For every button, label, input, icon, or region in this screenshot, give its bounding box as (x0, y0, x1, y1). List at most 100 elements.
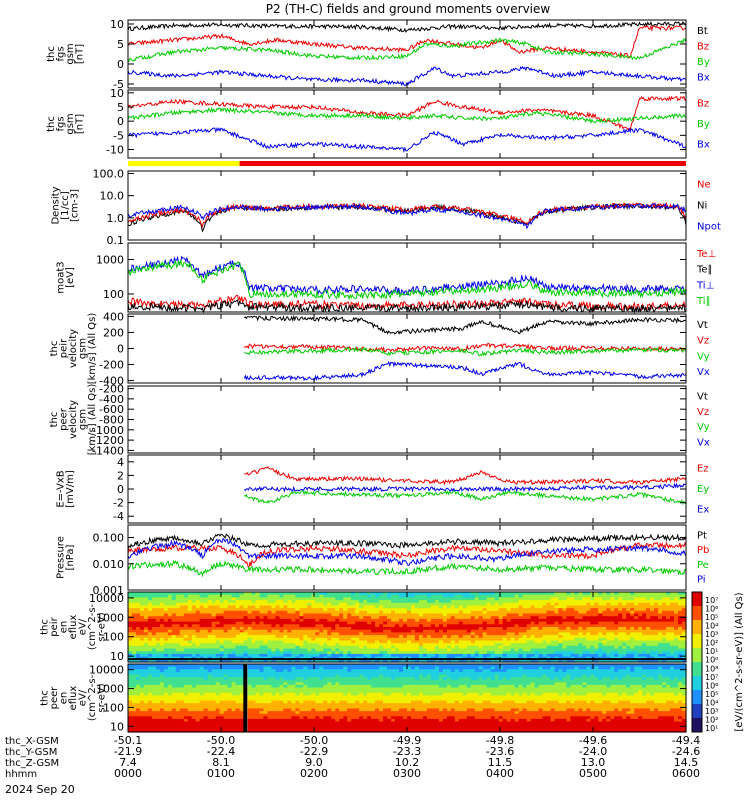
spec-cell (578, 608, 583, 612)
spec-cell (207, 679, 213, 683)
spec-cell (590, 610, 595, 615)
spec-cell (143, 687, 149, 691)
spec-cell (143, 592, 149, 596)
spec-cell (618, 600, 623, 604)
spec-cell (219, 721, 225, 725)
spec-cell (450, 600, 456, 604)
spec-cell (223, 666, 229, 670)
spec-cell (259, 643, 265, 647)
spec-cell (283, 698, 288, 702)
spec-cell (183, 705, 189, 709)
spec-cell (562, 643, 567, 647)
spec-cell (574, 645, 579, 650)
spec-cell (219, 632, 225, 636)
spec-cell (251, 684, 257, 689)
spec-cell (466, 659, 472, 663)
spec-cell (518, 592, 524, 596)
spec-cell (263, 666, 269, 670)
spec-cell (434, 605, 440, 609)
spec-cell (391, 597, 396, 601)
spec-cell (163, 692, 169, 696)
spec-cell (426, 602, 432, 607)
spec-cell (219, 653, 225, 658)
spec-cell (299, 608, 304, 612)
spec-cell (646, 605, 651, 609)
spec-cell (578, 651, 583, 655)
spec-cell (510, 643, 516, 647)
spec-cell (670, 632, 675, 636)
spec-cell (239, 653, 245, 658)
spec-cell (167, 651, 173, 655)
spec-cell (171, 698, 177, 702)
spec-cell (654, 659, 659, 663)
spec-cell (251, 692, 257, 696)
spec-cell (187, 610, 193, 615)
spec-cell (359, 616, 364, 620)
spec-cell (670, 629, 675, 633)
series-line-green (127, 259, 687, 301)
spec-cell (546, 592, 552, 596)
spec-cell (235, 597, 241, 601)
spec-cell (498, 610, 504, 615)
spec-cell (546, 613, 552, 617)
spec-cell (140, 635, 145, 639)
spec-cell (458, 602, 464, 607)
spec-cell (187, 695, 193, 699)
spec-cell (191, 610, 197, 615)
spec-cell (482, 624, 488, 628)
spec-cell (279, 597, 285, 601)
spec-cell (379, 597, 384, 601)
spec-cell (542, 635, 548, 639)
spec-cell (183, 651, 189, 655)
spec-cell (442, 600, 448, 604)
spec-cell (574, 648, 579, 652)
spec-cell (482, 613, 488, 617)
spec-cell (383, 643, 388, 647)
spec-cell (422, 637, 428, 642)
spec-cell (490, 627, 496, 631)
spec-cell (279, 679, 285, 683)
spec-cell (426, 594, 432, 598)
y-tick-label: -600 (99, 403, 124, 416)
spec-cell (570, 635, 575, 639)
spec-cell (626, 632, 631, 636)
spec-cell (215, 703, 221, 707)
spec-cell (454, 618, 460, 623)
spec-cell (183, 726, 189, 730)
spec-cell (339, 608, 344, 612)
spec-cell (538, 621, 544, 625)
spec-cell (339, 659, 344, 663)
spec-cell (618, 635, 623, 639)
spec-cell (291, 653, 296, 658)
spec-cell (650, 624, 655, 628)
spec-cell (203, 629, 209, 633)
spec-cell (136, 602, 141, 607)
y-axis-label: [nT] (74, 114, 85, 134)
spec-cell (263, 651, 269, 655)
spec-cell (263, 718, 269, 723)
y-axis-label: Density (51, 186, 62, 224)
spec-cell (426, 613, 432, 617)
spec-cell (678, 637, 683, 642)
spec-cell (219, 651, 225, 655)
spec-cell (203, 605, 209, 609)
spec-cell (630, 618, 635, 623)
spec-cell (399, 637, 404, 642)
spec-cell (518, 621, 524, 625)
spec-cell (315, 629, 320, 633)
spec-cell (407, 635, 412, 639)
spec-cell (140, 645, 145, 650)
spec-cell (622, 605, 627, 609)
spec-cell (419, 594, 424, 598)
spec-cell (171, 659, 177, 663)
spec-cell (307, 594, 312, 598)
spec-cell (646, 616, 651, 620)
spec-cell (582, 632, 587, 636)
spec-cell (251, 674, 257, 678)
spec-cell (215, 643, 221, 647)
spec-cell (359, 653, 364, 658)
spec-cell (602, 627, 607, 631)
spec-cell (255, 600, 261, 604)
spec-cell (303, 635, 308, 639)
